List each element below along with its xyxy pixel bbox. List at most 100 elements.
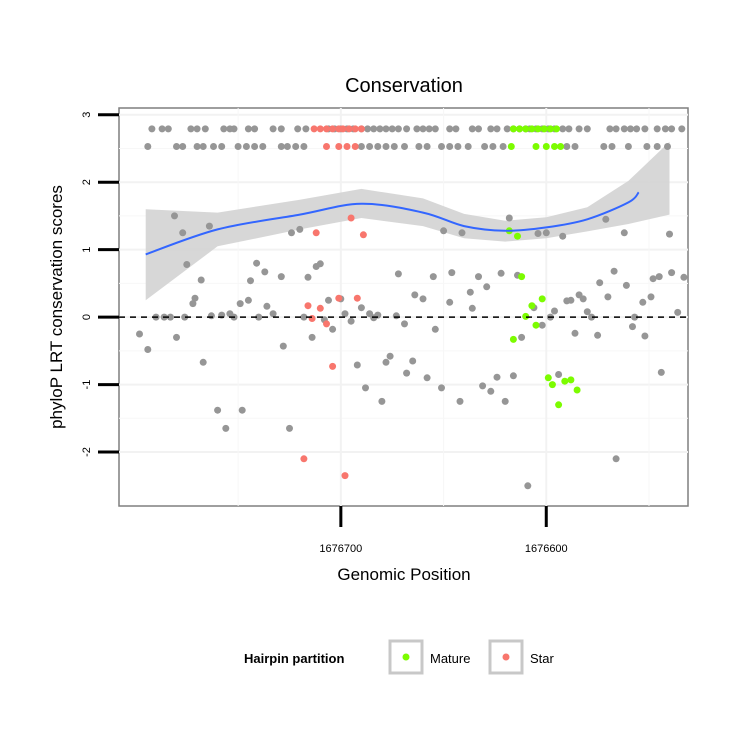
point-rug-row2 <box>234 143 242 150</box>
point-other <box>166 313 174 321</box>
point-other <box>456 397 464 405</box>
point-other <box>483 283 491 291</box>
point-other <box>247 277 254 285</box>
point-rug-row2 <box>499 143 507 150</box>
point-other <box>579 295 587 303</box>
point-rug-row2 <box>259 143 267 150</box>
point-mature <box>555 401 563 409</box>
point-other <box>468 304 476 312</box>
point-other <box>378 397 386 405</box>
point-other <box>136 330 143 338</box>
point-rug-row1 <box>158 125 166 133</box>
point-rug-row2 <box>653 143 661 150</box>
point-star <box>312 229 320 237</box>
point-other <box>300 313 308 321</box>
point-rug-row2 <box>210 143 217 150</box>
point-rug-row2 <box>571 143 579 150</box>
point-rug-row2 <box>173 143 180 150</box>
point-star <box>359 231 367 239</box>
point-rug-row1 <box>244 125 252 133</box>
point-other <box>279 342 287 350</box>
point-other <box>448 269 456 277</box>
point-rug-row2 <box>563 143 571 150</box>
point-rug-star <box>351 143 359 150</box>
point-star <box>329 362 337 370</box>
point-other <box>171 212 178 220</box>
point-rug-row2 <box>415 143 423 150</box>
points-layer <box>136 125 688 490</box>
point-other <box>497 269 505 277</box>
point-rug-row2 <box>390 143 398 150</box>
point-rug-row2 <box>664 143 671 150</box>
point-other <box>551 307 558 315</box>
point-other <box>602 215 610 223</box>
point-rug-row2 <box>300 143 308 150</box>
point-other <box>288 229 295 237</box>
point-mature <box>522 312 530 320</box>
point-other <box>641 332 649 340</box>
point-other <box>657 368 665 376</box>
point-other <box>594 331 602 339</box>
point-star <box>316 304 324 312</box>
point-rug-row1 <box>230 125 238 133</box>
point-rug-star <box>323 143 330 150</box>
point-star <box>323 320 330 328</box>
point-rug-row2 <box>401 143 408 150</box>
point-other <box>401 320 408 328</box>
point-other <box>236 300 244 308</box>
y-axis-title: phyloP LRT conservation scores <box>47 185 66 429</box>
point-rug-row2 <box>489 143 497 150</box>
point-other <box>179 229 187 237</box>
point-other <box>505 214 513 222</box>
point-rug-row2 <box>193 143 201 150</box>
point-star <box>347 214 355 222</box>
point-rug-row1 <box>403 125 411 133</box>
point-rug-row1 <box>376 125 384 133</box>
point-star <box>308 315 316 322</box>
point-other <box>423 374 431 382</box>
point-star <box>300 455 308 463</box>
point-rug-row2 <box>144 143 152 150</box>
point-rug-row2 <box>454 143 462 150</box>
point-rug-row1 <box>148 125 156 133</box>
point-other <box>655 273 663 281</box>
point-rug-row1 <box>394 125 402 133</box>
point-rug-mature <box>546 125 554 133</box>
point-rug-row1 <box>201 125 209 133</box>
point-other <box>409 357 417 365</box>
legend-title: Hairpin partition <box>244 651 344 666</box>
point-mature <box>538 295 546 303</box>
point-other <box>207 312 215 320</box>
point-other <box>487 387 495 395</box>
point-other <box>524 482 532 490</box>
point-other <box>438 384 445 392</box>
point-other <box>382 358 390 366</box>
point-rug-row1 <box>269 125 277 133</box>
point-other <box>622 281 630 289</box>
point-other <box>440 227 448 235</box>
point-other <box>555 371 563 378</box>
point-star <box>341 472 349 480</box>
point-rug-row2 <box>423 143 431 150</box>
point-rug-row1 <box>468 125 476 133</box>
point-other <box>612 455 620 463</box>
point-mature <box>573 386 581 394</box>
point-rug-mature <box>540 125 548 133</box>
point-rug-row2 <box>382 143 390 150</box>
legend-dot-mature <box>402 653 410 661</box>
point-rug-mature <box>509 125 517 133</box>
point-other <box>316 260 324 268</box>
point-other <box>261 268 269 276</box>
point-other <box>205 222 213 230</box>
point-rug-star <box>329 125 337 133</box>
point-rug-row2 <box>374 143 382 150</box>
point-other <box>588 313 595 321</box>
point-rug-row1 <box>559 125 567 133</box>
point-rug-row1 <box>583 125 591 133</box>
point-rug-star <box>310 125 318 133</box>
point-other <box>296 225 304 233</box>
point-other <box>214 406 222 414</box>
point-other <box>429 273 437 281</box>
point-rug-row1 <box>413 125 421 133</box>
legend-label-star: Star <box>530 651 555 666</box>
